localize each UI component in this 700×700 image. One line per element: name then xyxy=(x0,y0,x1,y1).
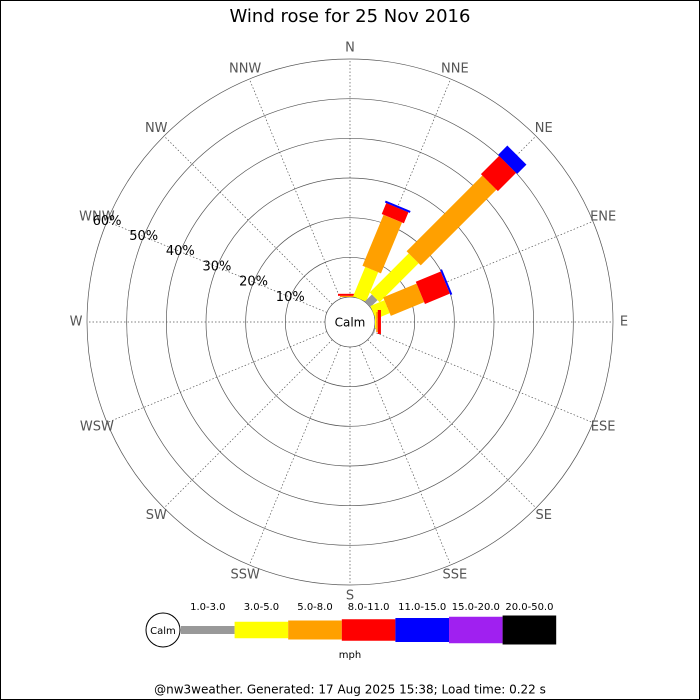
spoke xyxy=(249,78,341,300)
rose-segment xyxy=(353,266,379,302)
direction-label: SSE xyxy=(442,568,467,583)
legend-label: 5.0-8.0 xyxy=(297,602,332,613)
direction-label: N xyxy=(345,41,355,56)
rose-segment xyxy=(440,269,453,296)
direction-label: SE xyxy=(536,508,552,523)
direction-label: E xyxy=(620,315,628,330)
r-tick-label: 40% xyxy=(166,244,195,259)
legend-label: 15.0-20.0 xyxy=(452,602,500,613)
rose-segment xyxy=(376,312,378,332)
spoke xyxy=(367,339,537,509)
chart-title: Wind rose for 25 Nov 2016 xyxy=(230,6,471,27)
legend-swatch xyxy=(234,621,289,639)
direction-label: NNE xyxy=(441,61,469,76)
r-tick-label: 30% xyxy=(203,259,232,274)
rose-segment xyxy=(362,214,403,274)
grid-ring xyxy=(126,98,574,546)
r-tick-label: 20% xyxy=(239,275,268,290)
direction-label: WSW xyxy=(80,419,114,434)
rose-segment xyxy=(384,200,411,213)
legend-swatch xyxy=(449,616,503,644)
direction-label: NE xyxy=(535,121,553,136)
rose-segment xyxy=(364,294,378,308)
spoke xyxy=(249,344,341,566)
spoke xyxy=(359,344,451,566)
legend-label: 20.0-50.0 xyxy=(505,602,553,613)
legend-calm-circle xyxy=(145,612,181,648)
rose-segment xyxy=(340,295,360,297)
grid-ring xyxy=(245,217,455,427)
direction-label: S xyxy=(346,589,354,604)
spoke xyxy=(163,135,333,305)
legend-swatch xyxy=(502,615,557,645)
legend-calm-label: Calm xyxy=(150,626,176,637)
rose-segment xyxy=(381,203,409,224)
legend-label: 8.0-11.0 xyxy=(348,602,390,613)
spoke xyxy=(106,221,328,313)
unit-label: mph xyxy=(339,650,361,661)
direction-label: SW xyxy=(146,508,167,523)
direction-label: NW xyxy=(145,121,168,136)
rose-segment xyxy=(375,315,377,329)
legend-swatch xyxy=(341,619,396,641)
r-tick-label: 50% xyxy=(129,229,158,244)
grid-ring xyxy=(86,58,614,586)
direction-label: WNW xyxy=(79,210,115,225)
calm-label: Calm xyxy=(335,316,366,330)
legend-swatch xyxy=(395,618,449,642)
r-tick-label: 10% xyxy=(276,290,305,305)
rose-segment xyxy=(498,145,527,174)
direction-label: W xyxy=(70,315,83,330)
rose-segment xyxy=(370,300,390,319)
rose-segment xyxy=(415,271,450,304)
legend-label: 1.0-3.0 xyxy=(190,602,225,613)
legend-label: 11.0-15.0 xyxy=(398,602,446,613)
rose-segment xyxy=(377,310,381,334)
direction-label: NNW xyxy=(229,61,261,76)
spoke xyxy=(106,331,328,423)
r-tick-label: 60% xyxy=(93,214,122,229)
rose-segment xyxy=(480,155,517,192)
rose-segment xyxy=(371,327,376,336)
legend-swatch xyxy=(288,620,342,640)
legend-label: 3.0-5.0 xyxy=(244,602,279,613)
direction-label: ESE xyxy=(591,419,616,434)
rose-segment xyxy=(383,283,425,316)
footer: @nw3weather. Generated: 17 Aug 2025 15:3… xyxy=(154,683,546,697)
rose-segment xyxy=(338,293,362,296)
rose-segment xyxy=(369,253,419,303)
spoke xyxy=(372,331,594,423)
spoke xyxy=(163,339,333,509)
rose-segment xyxy=(406,175,497,266)
direction-label: SSW xyxy=(230,568,260,583)
legend-swatch xyxy=(181,626,235,634)
direction-label: ENE xyxy=(590,210,616,225)
